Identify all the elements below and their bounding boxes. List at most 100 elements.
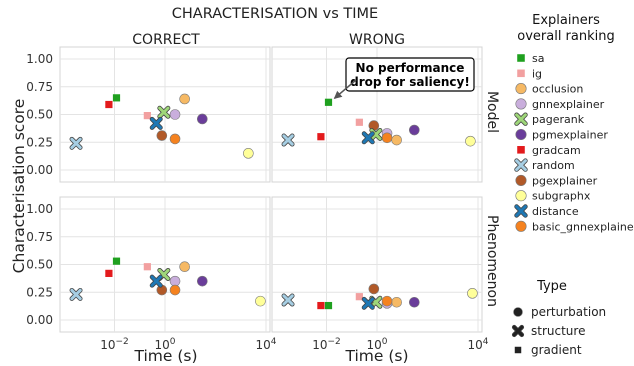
- y-tick-label: 1.00: [26, 52, 53, 66]
- y-tick-label: 0.25: [26, 285, 53, 299]
- type-label-gradient: gradient: [531, 343, 582, 357]
- panel-model-correct: 0.00 0.25 0.50 0.75 1.00: [26, 46, 271, 183]
- y-tick-label: 0.75: [26, 80, 53, 94]
- point-ig: [143, 112, 151, 120]
- point-ig: [355, 293, 363, 301]
- legend-explainers: Explainers overall ranking sa ig occlusion…: [514, 13, 634, 233]
- legend-item-gradcam: gradcam: [517, 144, 581, 157]
- legend-item-distance: distance: [514, 204, 579, 218]
- point-basic_gnnexplainer: [381, 132, 393, 144]
- legend-item-occlusion: occlusion: [515, 83, 583, 96]
- point-occlusion: [391, 296, 402, 308]
- legend-explainers-title-1: Explainers: [532, 13, 600, 28]
- x-tick-label: 100: [366, 337, 387, 352]
- y-tick-label: 0.50: [26, 108, 53, 122]
- column-title-correct: CORRECT: [132, 32, 200, 48]
- point-pgexplainer: [156, 130, 168, 141]
- y-tick-label: 0.50: [26, 258, 53, 272]
- x-tick-label: 100: [154, 337, 175, 352]
- point-random: [281, 293, 295, 307]
- x-tick-label: 104: [255, 337, 276, 352]
- annotation: No performance drop for saliency!: [333, 57, 475, 99]
- legend-label-sa: sa: [532, 52, 544, 65]
- point-random: [69, 136, 83, 150]
- point-pgmexplainer: [196, 113, 208, 125]
- legend-item-sa: sa: [517, 52, 544, 65]
- type-label-perturbation: perturbation: [531, 305, 606, 319]
- y-tick-label: 0.00: [26, 163, 53, 177]
- legend-type-title: Type: [536, 279, 567, 294]
- legend-marker-pgmexplainer: [515, 128, 527, 141]
- point-distance: [361, 131, 375, 145]
- point-pagerank: [157, 105, 171, 119]
- type-item-perturbation: perturbation: [513, 305, 606, 319]
- legend-label-gradcam: gradcam: [532, 144, 581, 157]
- legend-label-pagerank: pagerank: [532, 113, 585, 126]
- point-basic_gnnexplainer: [381, 295, 393, 307]
- annotation-arrow: [333, 79, 357, 99]
- legend-marker-subgraphx: [515, 190, 527, 202]
- x-axis-label-correct: Time (s): [133, 347, 197, 365]
- x-tick-label: 10−2: [100, 337, 129, 352]
- legend-label-occlusion: occlusion: [532, 83, 583, 96]
- point-sa: [112, 94, 121, 102]
- legend-item-subgraphx: subgraphx: [515, 190, 591, 203]
- point-random: [69, 287, 83, 301]
- legend-marker-distance: [514, 204, 528, 218]
- type-marker-gradient: [514, 346, 522, 354]
- annotation-line-2: drop for saliency!: [350, 75, 470, 89]
- point-gradcam: [317, 133, 325, 141]
- point-gnnexplainer: [169, 109, 181, 120]
- point-ig: [143, 263, 151, 271]
- point-subgraphx: [255, 295, 266, 307]
- y-tick-label: 1.00: [26, 202, 53, 216]
- point-gnnexplainer: [169, 275, 181, 287]
- point-sa: [324, 98, 333, 106]
- panel-phenomenon-correct: 0.00 0.25 0.50 0.75 1.00 10−2 100 104: [26, 196, 277, 352]
- chart-title: CHARACTERISATION vs TIME: [172, 6, 378, 22]
- point-sa: [112, 257, 121, 265]
- legend-item-random: random: [514, 158, 575, 172]
- legend-marker-basic_gnnexplainer: [515, 220, 527, 232]
- point-subgraphx: [243, 148, 254, 159]
- legend-marker-pagerank: [514, 112, 528, 126]
- point-occlusion: [391, 134, 402, 146]
- column-title-wrong: WRONG: [349, 32, 405, 48]
- point-random: [281, 133, 295, 147]
- legend-type: Type perturbation structure gradient: [511, 279, 606, 357]
- y-tick-label: 0.25: [26, 135, 53, 149]
- point-occlusion: [179, 93, 190, 105]
- x-tick-label: 104: [467, 337, 488, 352]
- point-distance: [149, 274, 163, 288]
- legend-label-basic_gnnexplainer: basic_gnnexplainer: [532, 220, 634, 233]
- point-occlusion: [179, 261, 190, 273]
- point-sa: [324, 301, 333, 310]
- legend-label-random: random: [532, 159, 575, 172]
- legend-item-pgmexplainer: pgmexplainer: [515, 128, 608, 142]
- point-pgmexplainer: [408, 124, 420, 136]
- legend-marker-ig: [517, 69, 525, 78]
- row-title-model: Model: [484, 91, 500, 133]
- point-gradcam: [317, 301, 325, 310]
- point-distance: [149, 116, 163, 130]
- x-tick-label: 10−2: [312, 337, 341, 352]
- type-marker-perturbation: [513, 307, 523, 317]
- type-label-structure: structure: [531, 324, 585, 338]
- legend-marker-random: [514, 158, 528, 172]
- legend-marker-gradcam: [517, 146, 525, 154]
- legend-marker-occlusion: [515, 83, 527, 95]
- x-axis-label-wrong: Time (s): [344, 347, 408, 365]
- row-title-phenomenon: Phenomenon: [484, 215, 500, 307]
- annotation-box: [345, 57, 475, 92]
- legend-label-subgraphx: subgraphx: [532, 190, 591, 203]
- type-marker-structure: [511, 324, 525, 338]
- y-axis-label: Characterisation score: [10, 99, 28, 274]
- point-subgraphx: [465, 135, 476, 147]
- legend-marker-sa: [517, 54, 525, 62]
- point-distance: [361, 296, 375, 310]
- type-item-gradient: gradient: [514, 343, 582, 357]
- point-basic_gnnexplainer: [169, 133, 181, 145]
- legend-item-basic_gnnexplainer: basic_gnnexplainer: [515, 220, 634, 233]
- point-gradcam: [105, 269, 113, 277]
